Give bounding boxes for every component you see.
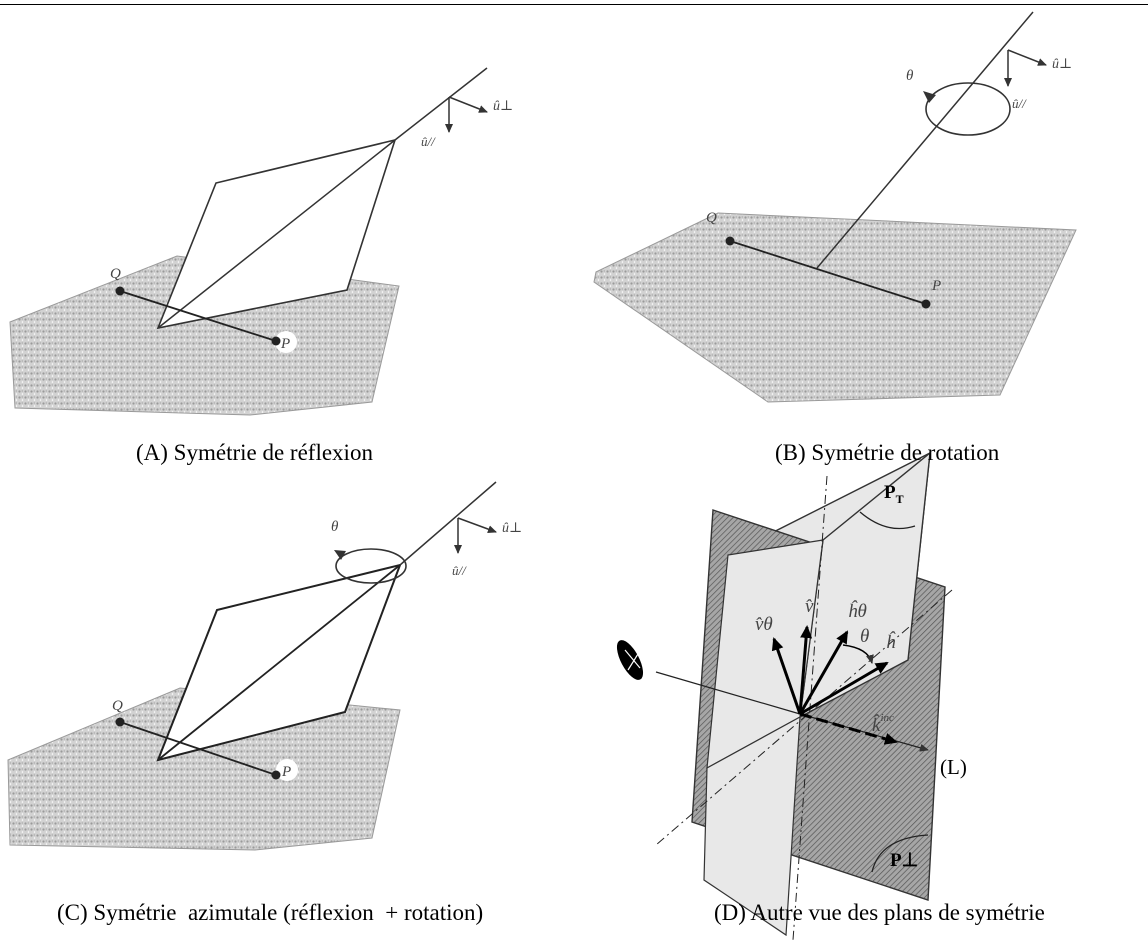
panel-d-label-v: v̂ <box>805 596 814 617</box>
panel-a-point-p <box>271 336 281 346</box>
panel-a-reflection: Q P û⊥ û// <box>9 67 513 416</box>
panel-c-segment-qp <box>119 721 277 776</box>
panel-c-label-u-perp: û⊥ <box>502 521 522 536</box>
panel-c-u-perp-arrow <box>457 517 497 533</box>
panel-a-label-u-par: û// <box>421 134 436 149</box>
panel-a-label-p: P <box>280 336 290 352</box>
panel-b-rotation: Q P θ û⊥ û// <box>593 11 1077 403</box>
panel-a-point-p-halo <box>275 331 297 353</box>
panel-d-corner-arc-perp <box>871 834 929 873</box>
panel-b-segment-qp <box>729 240 927 305</box>
panel-d-label-theta: θ <box>860 626 869 647</box>
panel-c-azimuthal: Q P θ û⊥ û// <box>7 481 522 851</box>
panel-d-symmetry-planes: PT P⊥ v̂θ v̂ ĥθ θ ĥ k̂inc (L) <box>616 451 967 941</box>
panel-d-vector-v-theta <box>771 637 802 715</box>
panel-b-point-q <box>725 236 735 246</box>
panel-c-point-q <box>115 717 125 727</box>
panel-a-point-q <box>115 286 125 296</box>
panel-a-label-u-perp: û⊥ <box>493 99 513 114</box>
panel-b-label-u-par: û// <box>1012 96 1027 111</box>
panel-c-diagonal <box>157 564 401 761</box>
panel-b-label-q: Q <box>706 210 717 226</box>
panel-c-surface <box>7 687 401 851</box>
caption-a: (A) Symétrie de réflexion <box>136 440 373 465</box>
panel-d-label-h: ĥ <box>886 631 896 653</box>
panel-d-observer-line <box>655 671 801 715</box>
panel-c-point-p <box>271 770 281 780</box>
panel-d-label-plane-t: PT <box>884 482 904 506</box>
panel-c-label-p: P <box>281 764 291 780</box>
panel-b-u-perp-arrow <box>1007 49 1047 66</box>
panel-b-point-p <box>921 299 931 309</box>
panel-c-rotation-loop <box>335 548 407 584</box>
panel-b-rotation-arrowhead <box>923 91 936 103</box>
panel-c-rotation-arrowhead <box>334 550 346 560</box>
panel-d-vector-v <box>798 625 813 715</box>
panel-a-label-q: Q <box>110 266 121 282</box>
panel-d-label-l: (L) <box>940 755 967 779</box>
panel-c-label-u-par: û// <box>452 563 467 578</box>
panel-c-label-theta: θ <box>331 519 339 535</box>
panel-b-label-theta: θ <box>906 68 914 84</box>
panel-d-label-k-inc: k̂inc <box>872 712 894 736</box>
panel-d-plane-t-bottom <box>703 715 801 937</box>
panel-c-axis <box>399 481 497 566</box>
radar-antenna-icon <box>616 640 644 680</box>
caption-b: (B) Symétrie de rotation <box>775 440 1000 465</box>
panel-a-diagonal <box>157 139 396 329</box>
panel-b-surface <box>593 212 1077 403</box>
caption-c: (C) Symétrie azimutale (réflexion + rota… <box>57 900 484 925</box>
panel-d-vector-h-theta <box>798 630 849 715</box>
panel-d-dashed-horizontal <box>655 589 953 846</box>
panel-a-axis <box>394 67 488 141</box>
panel-c-point-p-halo <box>276 759 298 781</box>
panel-d-angle-arc <box>842 644 874 664</box>
panel-d-corner-arc-t <box>859 511 916 530</box>
top-rule <box>0 4 1148 5</box>
caption-d: (D) Autre vue des plans de symétrie <box>714 900 1045 925</box>
panel-b-axis <box>816 11 1034 269</box>
panel-d-label-v-theta: v̂θ <box>755 614 773 635</box>
panel-a-u-perp-arrow <box>448 96 488 113</box>
panel-b-label-u-perp: û⊥ <box>1052 57 1072 72</box>
panel-d-label-h-theta: ĥθ <box>848 600 867 622</box>
panel-b-rotation-loop <box>925 82 1011 136</box>
panel-c-label-q: Q <box>112 698 123 714</box>
panel-d-label-plane-perp: P⊥ <box>890 850 918 871</box>
panel-d-vector-h <box>799 661 889 716</box>
panel-b-label-p: P <box>931 278 941 294</box>
panel-a-segment-qp <box>119 290 277 342</box>
